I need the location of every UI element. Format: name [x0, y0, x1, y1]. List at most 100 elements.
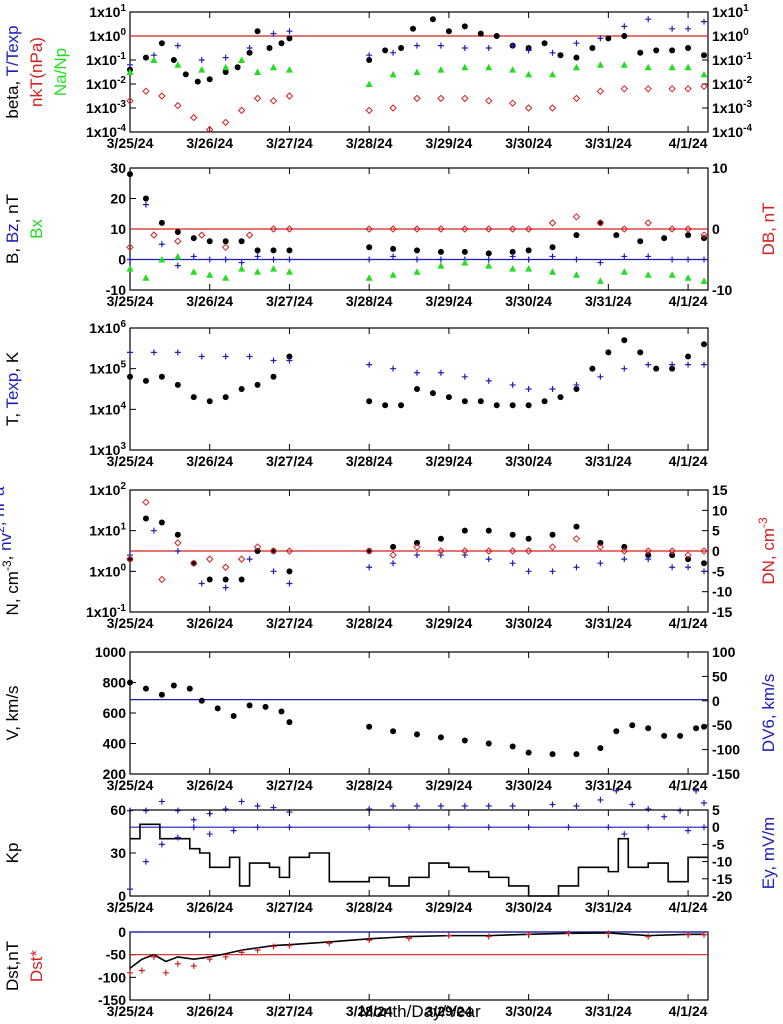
velocity-data-point: [186, 685, 193, 692]
dst-y-tick-label: -150: [98, 992, 126, 1008]
dst-data-point: [162, 969, 169, 976]
plasma-beta-x-tick-label: 3/28/24: [346, 135, 393, 151]
plasma-beta-data-point: [509, 42, 516, 49]
plasma-beta-data-point: [509, 66, 517, 73]
kp-ey-x-tick-label: 3/25/24: [107, 899, 154, 915]
velocity-right-tick-label: -150: [712, 766, 740, 782]
plasma-beta-data-point: [206, 125, 214, 134]
temperature-data-point: [573, 381, 580, 388]
kp-ey-series-line: [130, 823, 708, 897]
magnetic-field-data-point: [548, 219, 557, 227]
density-data-point: [174, 548, 181, 554]
kp-ey-data-point: [701, 824, 708, 831]
magnetic-field-data-point: [254, 268, 262, 275]
density-x-tick-label: 3/28/24: [346, 615, 393, 631]
magnetic-field-data-point: [461, 248, 468, 255]
plasma-beta-data-point: [684, 85, 692, 93]
magnetic-field-data-point: [238, 265, 246, 272]
temperature-data-point: [286, 357, 293, 364]
density-x-tick-label: 3/27/24: [266, 615, 313, 631]
velocity-data-point: [485, 803, 492, 810]
magnetic-field-data-point: [126, 265, 134, 272]
kp-ey-data-point: [158, 841, 165, 848]
temperature-x-tick-label: 3/27/24: [266, 453, 313, 469]
density-data-point: [509, 560, 516, 567]
magnetic-field-data-point: [549, 268, 557, 275]
kp-ey-right-tick-label: -20: [712, 888, 732, 904]
temperature-data-point: [653, 365, 660, 372]
velocity-data-point: [262, 703, 269, 710]
plasma-beta-data-point: [246, 45, 253, 51]
plasma-beta-series-nkTnPa: [126, 82, 708, 134]
density-data-point: [150, 527, 157, 534]
velocity-data-point: [254, 803, 261, 810]
plasma-beta-x-tick-label: 3/30/24: [505, 135, 552, 151]
magnetic-field-y-tick-label: -10: [106, 282, 126, 298]
temperature-data-point: [621, 365, 628, 372]
velocity-x-tick-label: 4/1/24: [669, 777, 708, 793]
dst-series-Dst: [127, 930, 708, 976]
magnetic-field-right-tick-label: -10: [712, 282, 732, 298]
density-panel: 3/25/24 3/26/24 3/27/24 3/28/24 3/29/24 3/30/…: [107, 489, 709, 631]
density-data-point: [269, 547, 278, 555]
temperature-data-point: [390, 365, 397, 372]
velocity-data-point: [190, 816, 197, 823]
plasma-beta-data-point: [150, 56, 158, 63]
plasma-beta-data-point: [620, 85, 628, 93]
magnetic-field-series-Bz: [127, 201, 708, 269]
temperature-data-point: [366, 361, 373, 368]
plasma-beta-data-point: [366, 52, 373, 59]
plasma-beta-data-point: [589, 45, 596, 51]
density-data-point: [461, 552, 468, 559]
kp-ey-data-point: [142, 858, 149, 865]
temperature-data-point: [246, 353, 253, 360]
magnetic-field-data-point: [174, 262, 181, 269]
magnetic-field-y-label-2: Bx: [27, 219, 46, 239]
dst-series-Dst: [129, 932, 705, 969]
magnetic-field-data-point: [366, 256, 373, 263]
density-data-point: [621, 543, 628, 550]
velocity-data-point: [525, 749, 532, 756]
density-data-point: [246, 556, 253, 563]
temperature-data-point: [573, 386, 580, 392]
dst-data-point: [406, 935, 413, 942]
velocity-data-point: [597, 796, 604, 803]
temperature-y-tick-label: 1x104: [89, 400, 126, 417]
plasma-beta-series-TTexp: [127, 16, 708, 68]
magnetic-field-data-point: [684, 274, 692, 281]
dst-data-point: [525, 931, 532, 938]
magnetic-field-data-point: [661, 235, 668, 242]
plasma-beta-data-point: [549, 49, 556, 56]
dst-data-point: [270, 943, 277, 950]
temperature-panel: 3/25/24 3/26/24 3/27/24 3/28/24 3/29/24 3/30/…: [107, 327, 709, 469]
density-x-tick-label: 3/30/24: [505, 615, 552, 631]
magnetic-field-x-tick-label: 3/25/24: [107, 293, 154, 309]
kp-ey-data-point: [605, 824, 612, 831]
temperature-data-point: [270, 357, 277, 364]
velocity-data-point: [198, 697, 205, 704]
plasma-beta-data-point: [126, 97, 134, 105]
plasma-beta-y-tick-label: 1x10-4: [86, 123, 126, 140]
velocity-data-point: [142, 685, 149, 692]
velocity-data-point: [509, 743, 516, 750]
temperature-x-tick-label: 3/29/24: [426, 453, 473, 469]
temperature-data-point: [206, 398, 213, 405]
dst-x-tick-label: 3/29/24: [426, 1003, 473, 1019]
velocity-right-tick-label: 100: [712, 644, 736, 660]
temperature-data-point: [493, 402, 500, 409]
magnetic-field-y-tick-label: 30: [110, 160, 126, 176]
density-data-point: [684, 551, 692, 559]
plasma-beta-x-tick-label: 3/26/24: [186, 135, 233, 151]
magnetic-field-data-point: [390, 253, 397, 260]
dst-x-tick-label: 3/30/24: [505, 1003, 552, 1019]
temperature-data-point: [127, 349, 133, 356]
velocity-data-point: [222, 806, 229, 813]
plasma-beta-data-point: [365, 80, 373, 87]
dst-data-point: [174, 960, 181, 967]
temperature-data-point: [669, 365, 676, 372]
dst-data-point: [238, 949, 245, 956]
plasma-beta-data-point: [461, 23, 468, 30]
dst-data-point: [206, 956, 213, 963]
density-data-point: [190, 559, 198, 567]
dst-y-label: Dst,nT: [3, 941, 22, 991]
